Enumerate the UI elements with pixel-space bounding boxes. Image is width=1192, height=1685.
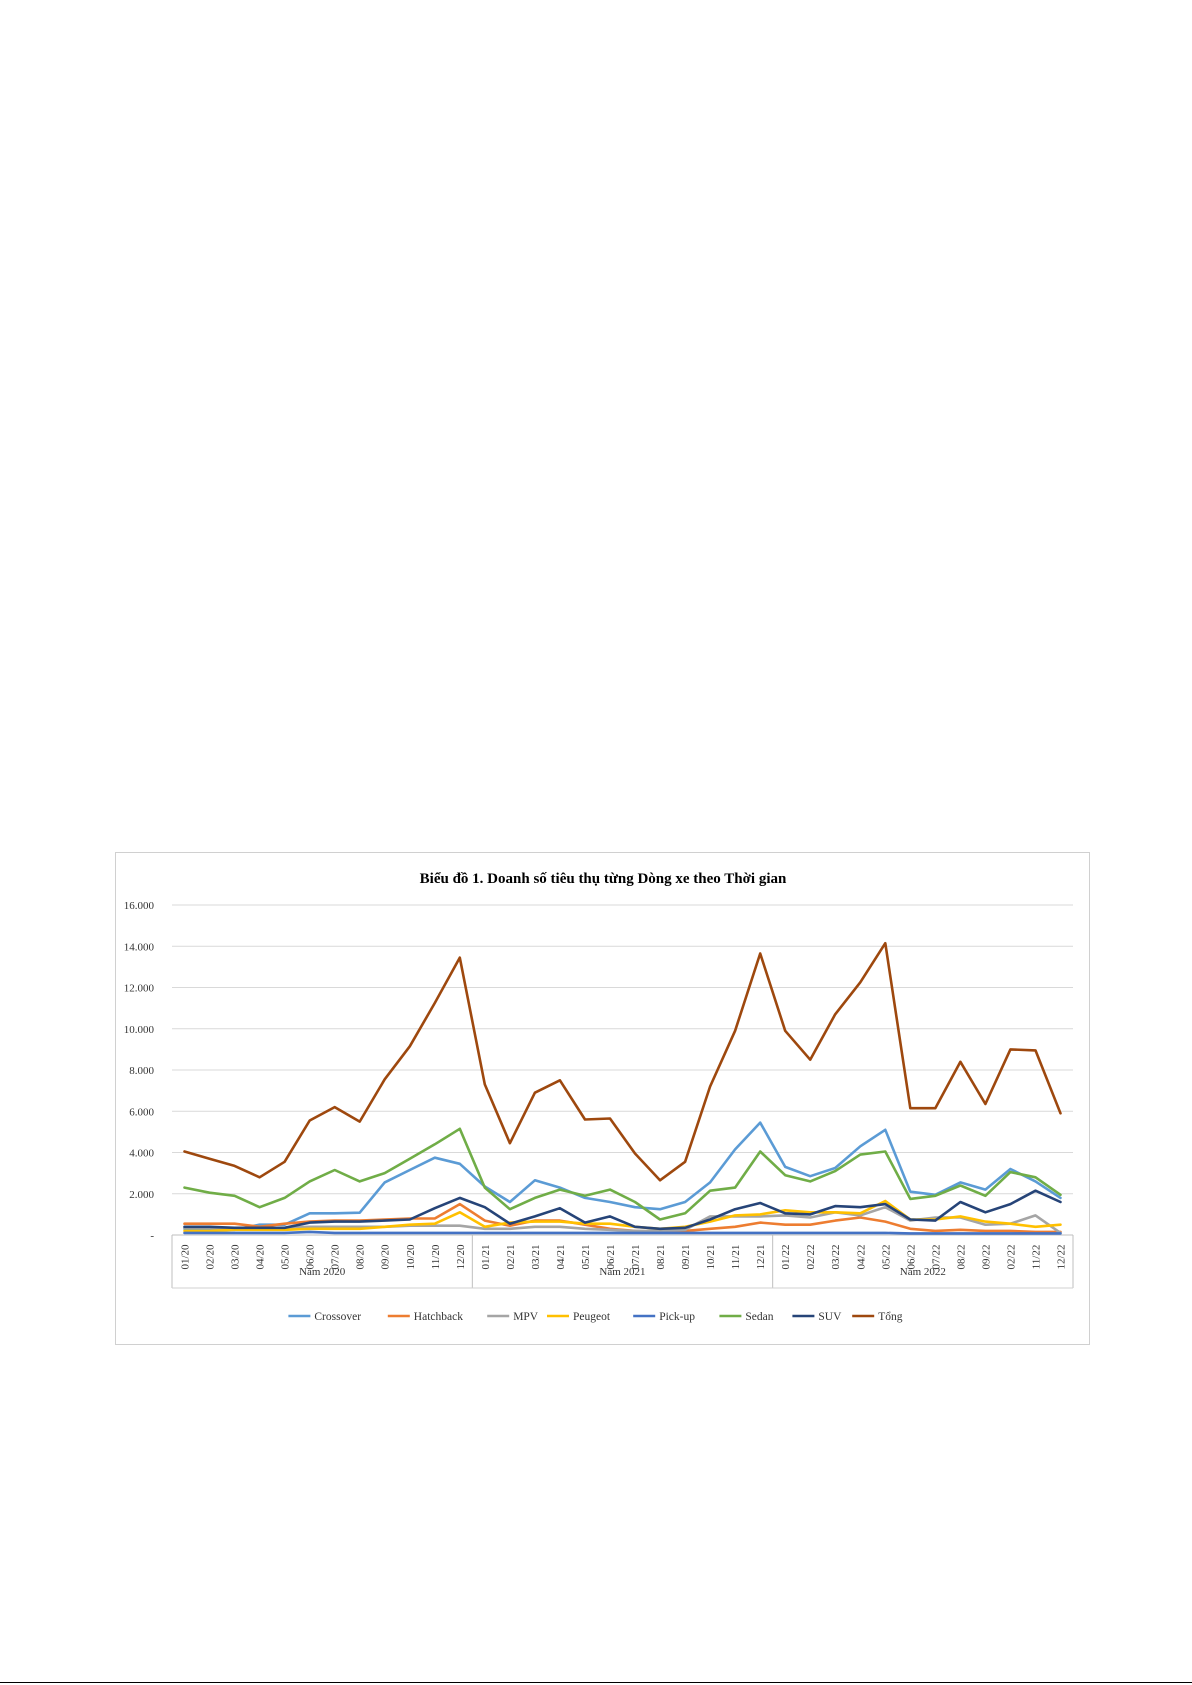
legend-item: SUV — [792, 1311, 842, 1323]
x-tick-label: 11/20 — [430, 1244, 442, 1269]
series-line-pick-up — [183, 1230, 1062, 1235]
series-line-suv — [183, 1189, 1062, 1231]
x-tick-label: 03/22 — [830, 1244, 842, 1269]
group-label: Năm 2022 — [900, 1266, 946, 1278]
x-tick-label: 06/21 — [605, 1244, 617, 1269]
x-tick-label: 03/21 — [530, 1244, 542, 1269]
x-tick-label: 06/20 — [305, 1244, 317, 1270]
legend-item: Sedan — [719, 1311, 774, 1323]
chart-frame: Biểu đồ 1. Doanh số tiêu thụ từng Dòng x… — [115, 852, 1090, 1345]
x-tick-label: 02/21 — [505, 1244, 517, 1269]
y-tick-label: 12.000 — [124, 983, 155, 995]
x-tick-label: 11/22 — [1030, 1245, 1042, 1270]
legend-item: MPV — [487, 1311, 539, 1323]
legend-label: Tổng — [878, 1310, 903, 1323]
x-tick-label: 07/22 — [930, 1244, 942, 1269]
group-label: Năm 2020 — [299, 1266, 346, 1278]
y-tick-label: 16.000 — [124, 900, 155, 912]
x-tick-label: 02/22 — [805, 1244, 817, 1269]
legend-label: Crossover — [314, 1311, 361, 1323]
x-tick-label: 11/21 — [730, 1245, 742, 1270]
x-tick-label: 02/22 — [1005, 1244, 1017, 1269]
x-tick-label: 01/21 — [480, 1244, 492, 1269]
x-tick-label: 04/22 — [855, 1244, 867, 1269]
x-tick-label: 05/22 — [880, 1244, 892, 1269]
x-tick-label: 10/21 — [705, 1244, 717, 1269]
line-chart: Biểu đồ 1. Doanh số tiêu thụ từng Dòng x… — [124, 871, 1074, 1323]
series-line-t-ng — [183, 941, 1062, 1182]
legend-label: Sedan — [745, 1311, 773, 1323]
y-tick-label: 8.000 — [129, 1065, 154, 1077]
x-tick-label: 02/20 — [205, 1244, 217, 1270]
legend-item: Tổng — [852, 1310, 903, 1323]
x-tick-label: 06/22 — [905, 1244, 917, 1269]
x-tick-label: 10/20 — [405, 1244, 417, 1270]
y-tick-label: - — [150, 1230, 154, 1242]
legend-item: Pick-up — [633, 1311, 695, 1323]
legend-label: Hatchback — [414, 1311, 463, 1323]
legend-label: Peugeot — [573, 1311, 611, 1323]
y-tick-label: 14.000 — [124, 941, 155, 953]
x-tick-label: 04/21 — [555, 1244, 567, 1269]
x-tick-label: 09/20 — [380, 1244, 392, 1270]
legend-item: Crossover — [288, 1311, 361, 1323]
series-line-sedan — [183, 1127, 1062, 1221]
legend-label: MPV — [513, 1311, 539, 1323]
x-tick-label: 07/20 — [330, 1244, 342, 1270]
x-tick-label: 08/21 — [655, 1244, 667, 1269]
x-tick-label: 07/21 — [630, 1244, 642, 1269]
legend-label: Pick-up — [659, 1311, 695, 1323]
chart-title: Biểu đồ 1. Doanh số tiêu thụ từng Dòng x… — [420, 871, 787, 887]
series-line-crossover — [183, 1121, 1062, 1232]
x-tick-label: 01/20 — [180, 1244, 192, 1270]
y-tick-label: 2.000 — [129, 1189, 154, 1201]
legend-item: Hatchback — [387, 1311, 463, 1323]
x-tick-label: 08/20 — [355, 1244, 367, 1270]
legend-item: Peugeot — [547, 1311, 611, 1323]
x-tick-label: 08/22 — [955, 1244, 967, 1269]
page-footer-line — [0, 1682, 1192, 1683]
x-tick-label: 12/20 — [455, 1244, 467, 1270]
x-tick-label: 04/20 — [255, 1244, 267, 1270]
y-tick-label: 10.000 — [124, 1024, 155, 1036]
legend-label: SUV — [818, 1311, 842, 1323]
y-tick-label: 4.000 — [129, 1148, 154, 1160]
x-tick-label: 09/22 — [980, 1244, 992, 1269]
x-tick-label: 12/22 — [1055, 1244, 1067, 1269]
x-tick-label: 01/22 — [780, 1244, 792, 1269]
x-tick-label: 12/21 — [755, 1244, 767, 1269]
x-tick-label: 09/21 — [680, 1244, 692, 1269]
x-tick-label: 05/20 — [280, 1244, 292, 1270]
x-tick-label: 03/20 — [230, 1244, 242, 1270]
group-label: Năm 2021 — [599, 1266, 645, 1278]
y-tick-label: 6.000 — [129, 1106, 154, 1118]
x-tick-label: 05/21 — [580, 1244, 592, 1269]
